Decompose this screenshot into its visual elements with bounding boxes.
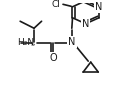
- Text: N: N: [82, 19, 89, 29]
- Text: N: N: [95, 2, 103, 12]
- Text: H₂N: H₂N: [17, 38, 34, 47]
- Text: O: O: [49, 53, 57, 63]
- Text: ,,: ,,: [31, 39, 36, 47]
- Text: Cl: Cl: [52, 0, 60, 9]
- Text: N: N: [68, 37, 75, 47]
